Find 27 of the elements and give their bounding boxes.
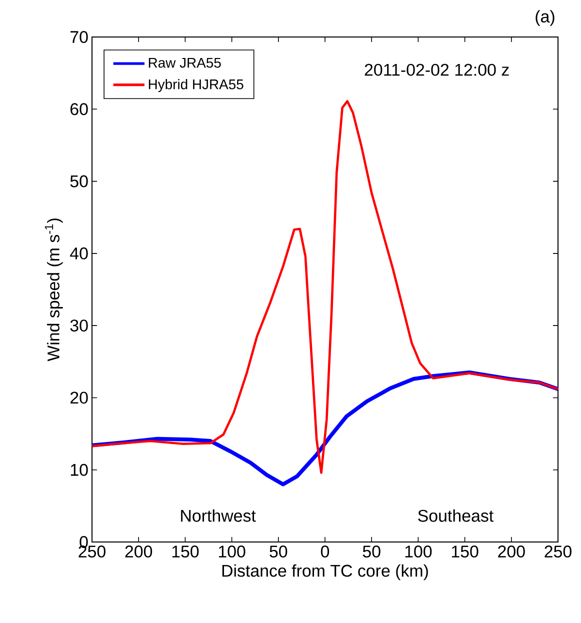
legend-label: Raw JRA55 (148, 58, 221, 68)
annotation: Southeast (418, 509, 494, 522)
y-tick-label: 70 (70, 31, 88, 44)
x-tick-label: 0 (320, 546, 330, 558)
x-tick-label: 100 (405, 546, 432, 558)
y-tick-label: 20 (70, 392, 88, 404)
annotation: 2011-02-02 12:00 z (364, 64, 509, 76)
x-axis-title: Distance from TC core (km) (222, 564, 428, 580)
y-tick-label: 50 (70, 175, 88, 188)
x-tick-label: 150 (172, 546, 199, 558)
x-tick-label: 100 (218, 546, 246, 558)
annotation: Northwest (181, 509, 256, 522)
x-tick-label: 200 (125, 546, 152, 558)
x-tick-label: 50 (362, 546, 380, 558)
y-axis-title: Wind speed (m s$^{-1}$) (44, 218, 63, 362)
line-series (90, 100, 560, 474)
text: (a) (536, 10, 554, 26)
y-tick-label: 40 (70, 247, 88, 260)
x-tick-label: 50 (270, 546, 288, 558)
x-tick-label: 250 (78, 546, 106, 558)
x-tick-label: 150 (452, 546, 478, 558)
x-tick-label: 200 (498, 546, 525, 558)
x-tick-label: 250 (544, 546, 572, 558)
y-tick-label: 60 (70, 103, 88, 116)
y-tick-label: 10 (70, 464, 88, 476)
y-tick-label: 30 (70, 320, 88, 332)
legend-label: Hybrid HJRA55 (148, 79, 244, 92)
